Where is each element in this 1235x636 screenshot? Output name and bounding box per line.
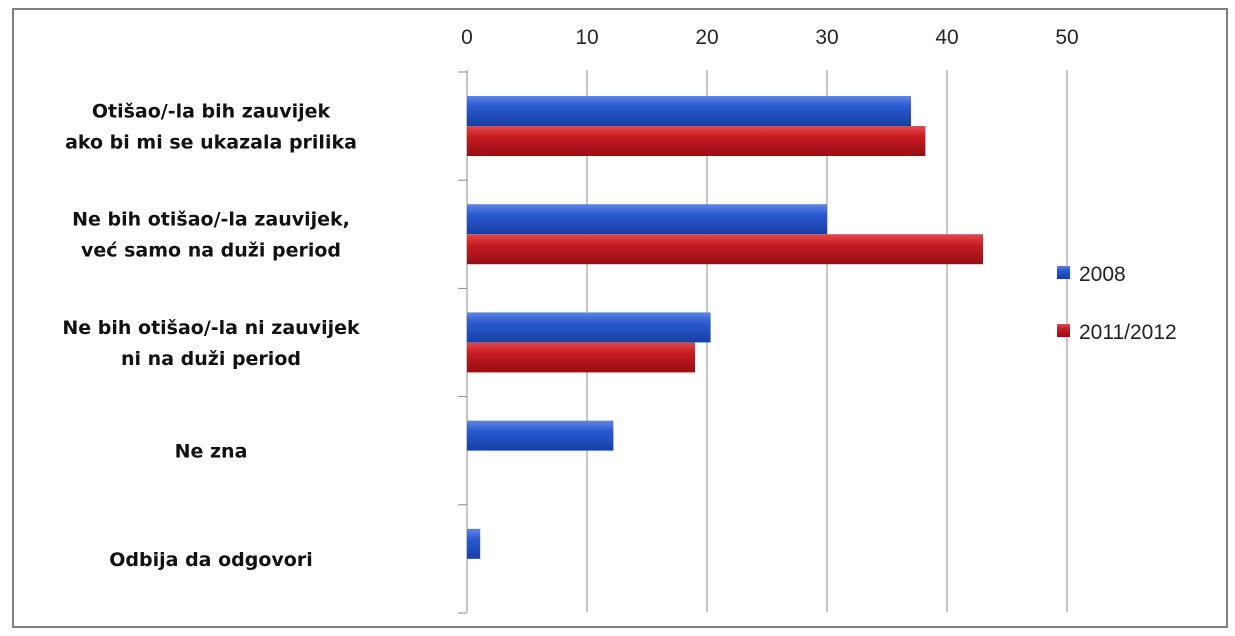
legend-swatch-2008 bbox=[1057, 266, 1070, 279]
legend-label: 2011/2012 bbox=[1079, 321, 1177, 344]
legend: 2008 2011/2012 bbox=[1057, 263, 1177, 344]
legend-swatch-2011-2012 bbox=[1057, 324, 1070, 337]
category-label: Ne bih otišao/-la zauvijek, već samo na d… bbox=[72, 209, 350, 262]
bar-2011-2012-0 bbox=[467, 126, 926, 156]
bar-2008-0 bbox=[467, 96, 911, 126]
bar-2008-3 bbox=[467, 420, 614, 451]
bar-2008-2 bbox=[467, 312, 711, 343]
bars bbox=[467, 96, 983, 559]
x-tick-label: 40 bbox=[935, 26, 958, 49]
x-tick-label: 20 bbox=[695, 26, 718, 49]
bar-2008-1 bbox=[467, 204, 827, 235]
category-labels: Otišao/-la bih zauvijek ako bi mi se ukaz… bbox=[62, 101, 360, 571]
bar-2011-2012-1 bbox=[467, 234, 983, 265]
gridlines bbox=[458, 70, 1068, 614]
category-label: Ne bih otišao/-la ni zauvijek ni na duži … bbox=[62, 317, 360, 370]
x-tick-label: 10 bbox=[575, 26, 598, 49]
x-tick-label: 50 bbox=[1055, 26, 1078, 49]
legend-label: 2008 bbox=[1079, 263, 1126, 286]
category-label: Ne zna bbox=[175, 441, 248, 463]
category-label: Otišao/-la bih zauvijek ako bi mi se ukaz… bbox=[65, 101, 357, 154]
x-axis-ticks: 0 10 20 30 40 50 bbox=[461, 26, 1079, 49]
x-tick-label: 30 bbox=[815, 26, 838, 49]
x-tick-label: 0 bbox=[461, 26, 473, 49]
category-label: Odbija da odgovori bbox=[109, 549, 312, 571]
bar-2008-4 bbox=[467, 528, 481, 559]
bar-2011-2012-2 bbox=[467, 342, 695, 373]
